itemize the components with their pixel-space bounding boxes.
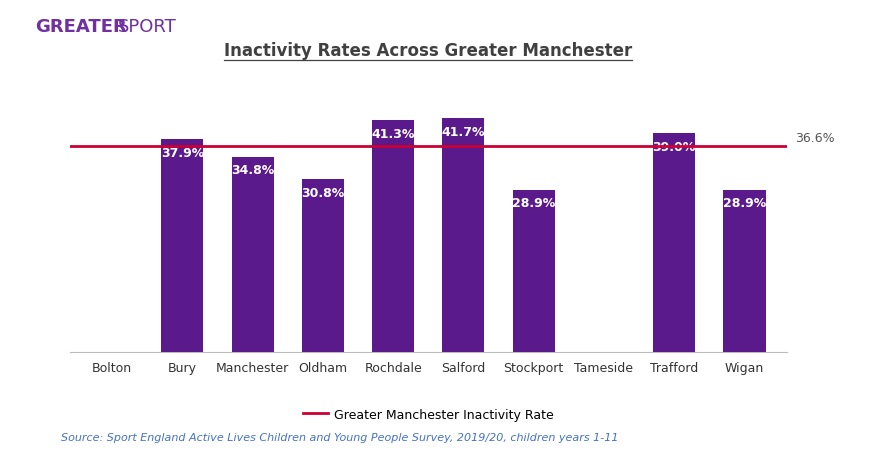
Legend: Greater Manchester Inactivity Rate: Greater Manchester Inactivity Rate bbox=[298, 403, 558, 426]
Bar bbox=[162, 140, 204, 352]
Text: 41.3%: 41.3% bbox=[371, 128, 415, 141]
Bar bbox=[232, 157, 274, 352]
Text: SPORT: SPORT bbox=[118, 18, 177, 36]
Text: Source: Sport England Active Lives Children and Young People Survey, 2019/20, ch: Source: Sport England Active Lives Child… bbox=[61, 432, 619, 442]
Text: 36.6%: 36.6% bbox=[795, 132, 835, 145]
Text: 34.8%: 34.8% bbox=[231, 164, 274, 177]
Text: 28.9%: 28.9% bbox=[723, 197, 766, 210]
Bar bbox=[302, 179, 344, 352]
Text: GREATER: GREATER bbox=[35, 18, 127, 36]
Bar bbox=[653, 133, 695, 352]
Title: Inactivity Rates Across Greater Manchester: Inactivity Rates Across Greater Manchest… bbox=[224, 41, 633, 60]
Bar bbox=[442, 119, 484, 352]
Bar bbox=[512, 190, 555, 352]
Bar bbox=[372, 121, 414, 352]
Text: 30.8%: 30.8% bbox=[302, 186, 344, 199]
Text: 28.9%: 28.9% bbox=[512, 197, 555, 210]
Bar bbox=[724, 190, 766, 352]
Text: 41.7%: 41.7% bbox=[441, 125, 485, 138]
Text: 37.9%: 37.9% bbox=[161, 147, 204, 160]
Text: 39.0%: 39.0% bbox=[653, 140, 696, 153]
